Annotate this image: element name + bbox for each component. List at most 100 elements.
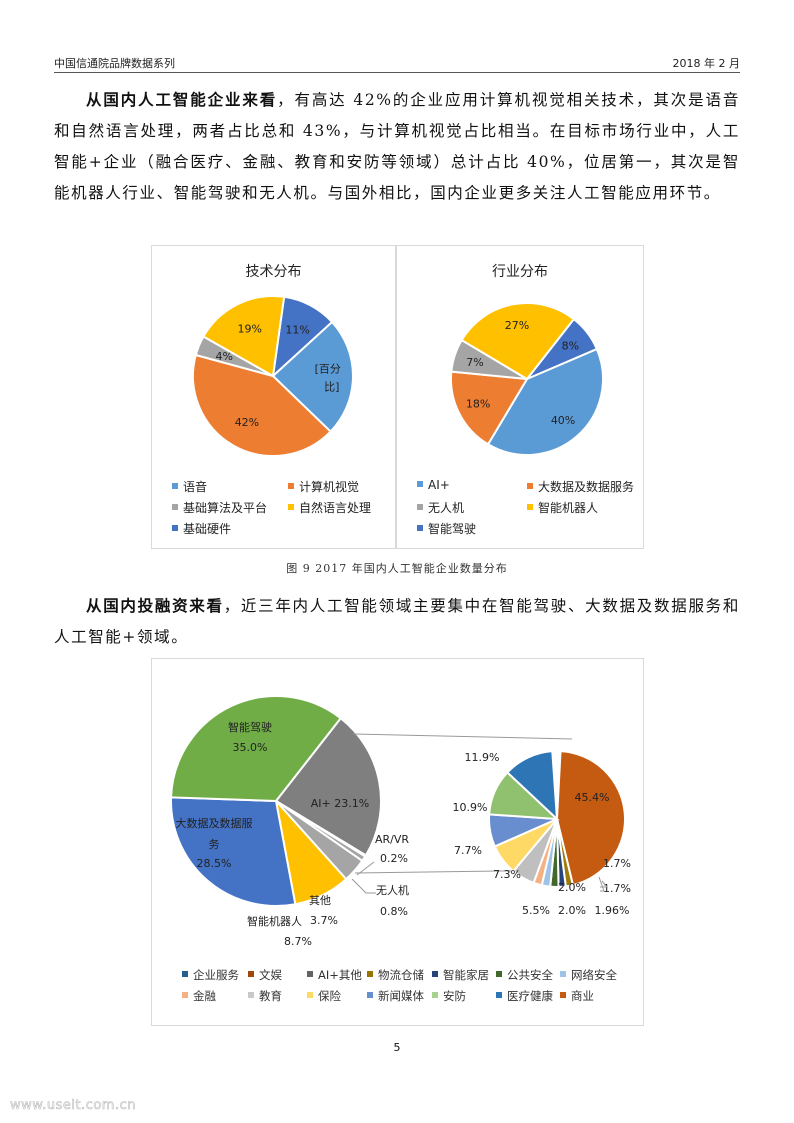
legend-item: 基础算法及平台 [172,499,267,516]
legend-item: AI+ [417,478,450,492]
data-label: 智能驾驶 [228,720,272,734]
legend-swatch-icon [417,525,423,531]
legend-swatch-icon [417,504,423,510]
legend-swatch-icon [288,504,294,510]
pie-slice [486,347,604,456]
data-label: 1.96% [595,904,630,917]
data-label: 1.7% [603,857,631,870]
legend-item: AI+其他 [307,967,362,983]
pie-slice [555,750,626,887]
data-label: 45.4% [575,791,610,804]
data-label: 4% [215,350,232,363]
leader-line [351,878,376,894]
legend-item: 计算机视觉 [288,478,359,495]
data-label: 其他 [309,894,331,907]
page-header: 中国信通院品牌数据系列 2018 年 2 月 [54,52,740,72]
data-label: 2.0% [558,881,586,894]
chart-investment-distribution: 智能驾驶 35.0% AI+ 23.1% 大数据及数据服务 28.5% AR/VR 0.2%… [151,658,644,1026]
data-label: 7.3% [493,868,521,881]
legend-item: 企业服务 [182,967,239,983]
legend-item: 基础硬件 [172,520,231,537]
pie-slice [170,796,297,907]
legend-swatch-icon [417,481,423,487]
chart-industry-distribution: 行业分布 8% 40% 18% 7% 27% AI+ 大数据及数据服务 无人机 智能机器… [396,245,644,549]
data-label: 27% [505,319,529,332]
header-date: 2018 年 2 月 [672,57,740,70]
pie-slice [271,320,354,433]
chart-legend: AI+ 大数据及数据服务 无人机 智能机器人 智能驾驶 [397,478,643,548]
legend-swatch-icon [172,504,178,510]
legend-item: 金融 [182,988,216,1004]
legend-swatch-icon [288,483,294,489]
data-label: 8% [562,340,579,353]
data-label: 0.2% [380,852,408,865]
legend-swatch-icon [527,483,533,489]
data-label: 智能机器人 [247,914,302,928]
legend-swatch-icon [496,992,502,998]
header-rule [54,72,740,73]
legend-swatch-icon [367,992,373,998]
pie-slice [274,716,382,857]
data-label: 1.7% [603,882,631,895]
pie-chart-tech: 11% [百分比] 42% 4% 19% [192,295,354,457]
legend-item: 医疗健康 [496,988,553,1004]
legend-swatch-icon [182,971,188,977]
legend-swatch-icon [527,504,533,510]
data-label: 3.7% [310,914,338,927]
legend-swatch-icon [172,483,178,489]
legend-swatch-icon [307,971,313,977]
legend-swatch-icon [248,971,254,977]
legend-swatch-icon [560,992,566,998]
legend-item: 网络安全 [560,967,617,983]
legend-item: 智能机器人 [527,499,598,516]
data-label: 务 [209,838,220,851]
pie-slice [460,302,576,381]
leader-line [598,876,605,892]
data-label: 11.9% [465,751,500,764]
pie-slice [170,695,343,803]
pie-slice [450,370,529,446]
data-label: 8.7% [284,935,312,948]
chart-legend: 企业服务 文娱 AI+其他 物流仓储 智能家居 公共安全 网络安全 金融 教育 保险 新闻媒体 安防 医… [152,967,643,1017]
leader-line [352,733,573,740]
paragraph-2-lead: 从国内投融资来看 [86,596,224,615]
legend-item: 自然语言处理 [288,499,371,516]
legend-item: 无人机 [417,499,464,516]
data-label: 7% [466,356,483,369]
data-label: 2.0% [558,904,586,917]
legend-swatch-icon [367,971,373,977]
chart-title: 行业分布 [492,264,548,280]
chart-title: 技术分布 [245,264,302,280]
pie-chart-industry: 8% 40% 18% 7% 27% [450,302,604,456]
header-series-title: 中国信通院品牌数据系列 [54,57,175,70]
paragraph-2-body: ，近三年内人工智能领域主要集中在智能驾驶、大数据及数据服务和人工智能+领域。 [54,597,740,646]
data-label: 18% [466,398,490,411]
legend-item: 公共安全 [496,967,553,983]
legend-swatch-icon [432,992,438,998]
legend-swatch-icon [172,525,178,531]
paragraph-2: 从国内投融资来看，近三年内人工智能领域主要集中在智能驾驶、大数据及数据服务和人工… [54,590,740,653]
pie-slice [192,353,332,457]
legend-swatch-icon [432,971,438,977]
legend-item: 商业 [560,988,594,1004]
paragraph-1-body: ，有高达 42%的企业应用计算机视觉相关技术，其次是语音和自然语言处理，两者占比… [54,91,740,202]
pie-of-pie-chart-investment: 智能驾驶 35.0% AI+ 23.1% 大数据及数据服务 28.5% AR/VR 0.2%… [170,695,631,948]
data-label: 比] [324,381,339,394]
legend-swatch-icon [182,992,188,998]
legend-swatch-icon [307,992,313,998]
legend-swatch-icon [496,971,502,977]
legend-item: 智能家居 [432,967,489,983]
data-label: 11% [285,323,309,336]
data-label: AI+ 23.1% [311,797,369,810]
page-number: 5 [393,1041,401,1054]
paragraph-1: 从国内人工智能企业来看，有高达 42%的企业应用计算机视觉相关技术，其次是语音和… [54,84,740,209]
legend-item: 安防 [432,988,466,1004]
pie-slice [202,295,286,378]
watermark: www.useit.com.cn [10,1098,136,1114]
data-label: 7.7% [454,844,482,857]
data-label: 0.8% [380,905,408,918]
data-label: 28.5% [197,857,232,870]
legend-item: 新闻媒体 [367,988,424,1004]
legend-item: 语音 [172,478,207,495]
legend-item: 文娱 [248,967,282,983]
